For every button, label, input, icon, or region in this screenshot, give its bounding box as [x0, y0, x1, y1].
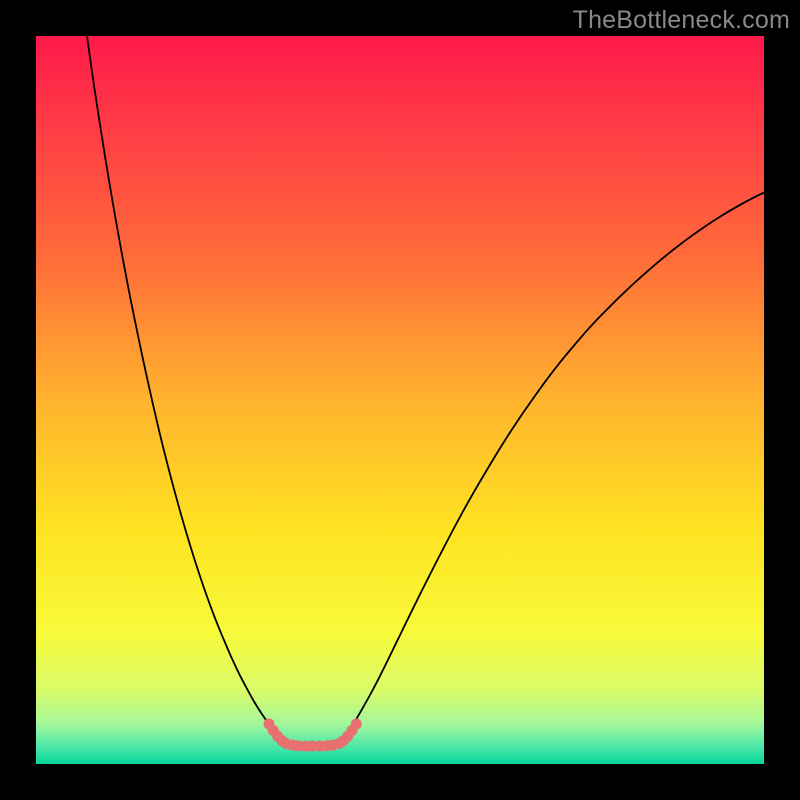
bottleneck-chart: TheBottleneck.com	[0, 0, 800, 800]
watermark-text: TheBottleneck.com	[573, 6, 790, 35]
chart-svg	[0, 0, 800, 800]
plot-background	[36, 36, 764, 764]
valley-marker	[351, 718, 362, 729]
